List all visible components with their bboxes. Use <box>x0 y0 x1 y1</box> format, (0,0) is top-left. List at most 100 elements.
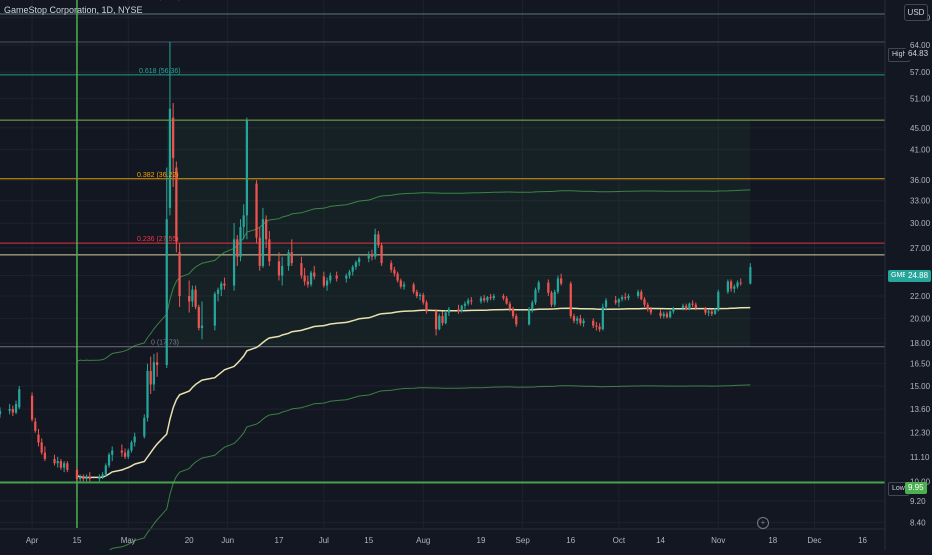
candle-body <box>120 450 123 453</box>
time-axis-label: 15 <box>73 536 82 545</box>
candle-body <box>143 417 146 437</box>
anchored-vwap-line <box>76 306 751 479</box>
candle-body <box>236 239 239 257</box>
candle-body <box>66 463 69 470</box>
candle-body <box>107 454 111 466</box>
price-axis-label: 36.00 <box>910 176 931 185</box>
price-axis-label: 57.00 <box>910 68 931 77</box>
candle-body <box>127 450 130 457</box>
time-axis-label: Jul <box>319 536 329 545</box>
candle-body <box>220 283 223 290</box>
candle-body <box>390 263 393 270</box>
candle-body <box>104 465 107 475</box>
candle-body <box>527 309 531 325</box>
candle-body <box>37 434 40 443</box>
candle-body <box>531 302 534 310</box>
candle-body <box>627 296 630 299</box>
time-axis-label: Sep <box>516 536 531 545</box>
candle-body <box>370 254 374 257</box>
candle-body <box>43 452 47 459</box>
candle-body <box>685 305 688 310</box>
fib-level-label: 0.236 (27.55) <box>137 236 179 243</box>
candle-body <box>749 267 752 284</box>
candle-body <box>255 183 258 238</box>
candle-body <box>358 258 361 263</box>
candle-body <box>534 289 537 303</box>
candle-body <box>59 461 63 468</box>
candle-body <box>434 311 438 330</box>
candle-body <box>242 215 245 228</box>
candle-body <box>739 282 742 284</box>
candle-body <box>216 289 220 294</box>
price-axis-label: 16.50 <box>910 360 931 369</box>
fib-level-label: 0 (17.73) <box>151 340 179 347</box>
candle-body <box>624 297 627 299</box>
candle-body <box>53 458 56 464</box>
time-axis-label: 16 <box>566 536 575 545</box>
ticker-tag-value: 24.88 <box>905 270 932 282</box>
candle-body <box>688 303 691 310</box>
candle-body <box>354 262 358 267</box>
candle-body <box>56 461 59 464</box>
time-axis-label: 20 <box>185 536 194 545</box>
candle-body <box>396 273 399 281</box>
candle-body <box>348 271 351 276</box>
candle-body <box>604 300 608 307</box>
candle-body <box>511 309 515 317</box>
time-axis-label: 19 <box>477 536 486 545</box>
candle-body <box>646 304 649 310</box>
fib-level-label: 0.382 (36.22) <box>137 172 179 179</box>
scroll-to-realtime-button[interactable]: + <box>757 517 769 529</box>
candle-body <box>40 442 43 453</box>
low-tag-label: Low <box>888 482 909 496</box>
lower-band-line <box>78 384 751 555</box>
candle-body <box>8 409 11 411</box>
candle-body <box>88 476 91 480</box>
candle-body <box>146 370 149 418</box>
candle-body <box>245 120 249 216</box>
price-axis-label: 22.00 <box>910 292 931 301</box>
chart-title: GameStop Corporation, 1D, NYSE <box>4 5 143 15</box>
currency-button[interactable]: USD <box>904 4 928 21</box>
candle-body <box>194 289 197 307</box>
candle-body <box>614 300 617 303</box>
candle-body <box>133 436 136 443</box>
candle-body <box>111 450 114 455</box>
candle-body <box>277 261 281 276</box>
candle-body <box>425 302 428 312</box>
fib-level-label: 0.618 (56.36) <box>139 68 181 75</box>
candle-body <box>75 469 79 480</box>
time-axis-label: 15 <box>364 536 373 545</box>
candle-body <box>172 117 175 158</box>
candle-body <box>672 308 675 312</box>
candle-body <box>726 281 730 292</box>
candle-body <box>486 297 489 301</box>
candle-body <box>393 269 396 274</box>
time-axis-label: Aug <box>416 536 430 545</box>
price-axis-label: 10.00 <box>910 477 931 486</box>
candle-body <box>191 289 194 302</box>
time-axis-label: Apr <box>26 536 39 545</box>
candle-body <box>681 305 685 309</box>
candle-body <box>329 275 332 281</box>
candle-body <box>422 294 425 303</box>
candle-body <box>707 311 710 313</box>
candle-body <box>457 309 460 312</box>
candle-body <box>659 312 662 317</box>
candle-body <box>11 409 14 413</box>
price-axis-label: 33.00 <box>910 197 931 206</box>
candle-body <box>547 282 550 293</box>
candle-body <box>168 108 172 208</box>
price-axis-label: 64.00 <box>910 41 931 50</box>
candle-body <box>309 272 313 285</box>
candle-body <box>470 300 473 302</box>
candle-body <box>620 297 624 300</box>
price-axis-label: 45.00 <box>910 124 931 133</box>
candle-body <box>556 278 560 292</box>
candle-body <box>441 316 444 324</box>
candle-body <box>14 403 18 413</box>
candle-body <box>335 275 338 279</box>
low-tag-value: 9.95 <box>905 482 927 494</box>
